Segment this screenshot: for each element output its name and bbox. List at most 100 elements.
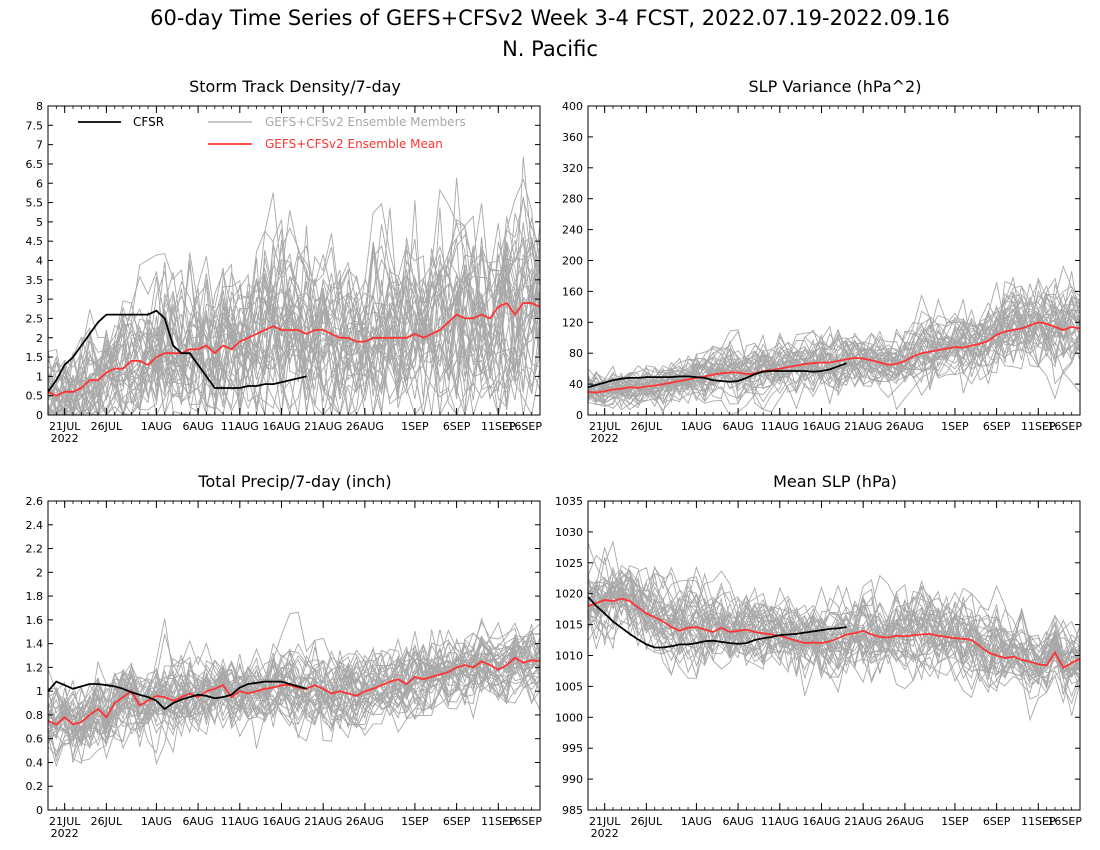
y-tick-label: 1025 [555, 557, 583, 570]
x-tick-label: 6AUG [723, 815, 754, 828]
legend-cfsr-label: CFSR [133, 115, 164, 129]
total-precip-panel: Total Precip/7-day (inch) 0 0.2 0.4 0.6 0.8 1… [26, 472, 543, 840]
y-tick-label: 1.8 [26, 590, 44, 603]
y-tick-label: 7 [36, 139, 43, 152]
x-year-label: 2022 [591, 432, 619, 445]
y-tick-label: 1010 [555, 650, 583, 663]
y-tick-label: 2 [36, 332, 43, 345]
x-tick-label: 6AUG [183, 815, 214, 828]
panel-title: SLP Variance (hPa^2) [749, 77, 922, 96]
x-tick-label: 11SEP [1021, 420, 1056, 433]
panel-title: Storm Track Density/7-day [189, 77, 401, 96]
ensemble-member-line [47, 236, 541, 416]
ensemble-member-line [587, 298, 1081, 403]
ensemble-member-line [47, 629, 541, 730]
x-tick-label: 6SEP [443, 815, 471, 828]
y-tick-label: 280 [562, 193, 583, 206]
ensemble-mean-line [587, 597, 1081, 670]
ensemble-member-line [587, 565, 1081, 694]
ensemble-member-lines [587, 264, 1081, 416]
y-tick-label: 0.8 [26, 709, 44, 722]
ensemble-member-line [47, 623, 541, 742]
y-tick-label: 400 [562, 100, 583, 113]
y-tick-label: 1.4 [26, 638, 44, 651]
ensemble-member-line [47, 634, 541, 746]
y-tick-label: 120 [562, 316, 583, 329]
ensemble-member-line [47, 643, 541, 768]
ensemble-member-line [587, 314, 1081, 407]
x-tick-label: 21JUL [589, 420, 621, 433]
y-tick-label: 2.5 [26, 312, 44, 325]
ensemble-member-line [587, 579, 1081, 683]
ensemble-member-line [587, 277, 1081, 403]
x-tick-label: 26JUL [91, 815, 123, 828]
x-tick-label: 26AUG [346, 420, 384, 433]
ensemble-member-line [48, 254, 541, 416]
ensemble-member-line [47, 188, 541, 417]
y-tick-label: 0 [576, 409, 583, 422]
ensemble-member-line [587, 264, 1081, 400]
x-tick-label: 16SEP [507, 420, 542, 433]
y-tick-label: 0.6 [26, 733, 44, 746]
y-tick-label: 1005 [555, 680, 583, 693]
x-tick-label: 1SEP [941, 815, 969, 828]
y-tick-label: 240 [562, 224, 583, 237]
x-tick-label: 26JUL [631, 420, 663, 433]
ensemble-member-line [587, 580, 1081, 691]
ensemble-member-line [587, 584, 1081, 690]
x-tick-label: 6AUG [723, 420, 754, 433]
x-tick-label: 1AUG [681, 420, 712, 433]
y-tick-label: 4.5 [26, 235, 44, 248]
ensemble-member-line [47, 228, 541, 416]
x-tick-label: 11SEP [481, 420, 516, 433]
ensemble-mean-line [587, 321, 1081, 394]
y-tick-label: 0 [36, 409, 43, 422]
x-tick-label: 21JUL [589, 815, 621, 828]
x-tick-label: 6AUG [183, 420, 214, 433]
x-tick-label: 1AUG [141, 815, 172, 828]
y-tick-label: 2.4 [26, 519, 44, 532]
figure-subtitle: N. Pacific [502, 37, 598, 61]
slp-variance-panel: SLP Variance (hPa^2) 0 40 80 120 160 200 240 28… [562, 77, 1082, 445]
y-tick-label: 1.6 [26, 614, 44, 627]
x-tick-label: 26AUG [886, 815, 924, 828]
x-tick-label: 6SEP [983, 420, 1011, 433]
x-tick-label: 11SEP [481, 815, 516, 828]
x-tick-label: 11AUG [221, 420, 259, 433]
y-tick-label: 360 [562, 131, 583, 144]
axes: 985 990 995 1000 1005 1010 1015 1020 1025 1030 103… [555, 495, 1082, 840]
ensemble-member-line [47, 639, 541, 747]
x-tick-label: 26JUL [91, 420, 123, 433]
y-tick-label: 995 [562, 742, 583, 755]
y-tick-label: 1035 [555, 495, 583, 508]
y-tick-label: 200 [562, 255, 583, 268]
ensemble-mean-line [47, 301, 541, 397]
ensemble-mean-line-group [47, 301, 541, 397]
legend-members-label: GEFS+CFSv2 Ensemble Members [265, 115, 466, 129]
x-tick-label: 11AUG [761, 815, 799, 828]
y-tick-label: 3 [36, 293, 43, 306]
y-tick-label: 985 [562, 804, 583, 817]
x-tick-label: 16SEP [1047, 815, 1082, 828]
ensemble-member-line [587, 580, 1081, 698]
x-tick-label: 16AUG [802, 815, 840, 828]
ensemble-member-line [47, 200, 541, 417]
x-tick-label: 16AUG [262, 420, 300, 433]
y-tick-label: 2.6 [26, 495, 44, 508]
ensemble-member-line [47, 248, 541, 417]
ensemble-member-line [587, 308, 1081, 402]
x-tick-label: 1SEP [941, 420, 969, 433]
x-tick-label: 16SEP [1047, 420, 1082, 433]
cfsr-line [47, 309, 307, 393]
ensemble-member-line [587, 589, 1081, 716]
axes: 0 0.2 0.4 0.6 0.8 1 1.2 1.4 1.6 1.8 2 2.2 2.4 2.6 21JU… [26, 495, 543, 840]
cfsr-line-group [47, 309, 307, 393]
y-tick-label: 1.2 [26, 661, 44, 674]
x-tick-label: 26JUL [631, 815, 663, 828]
x-tick-label: 11SEP [1021, 815, 1056, 828]
plot-frame [47, 500, 541, 811]
y-tick-label: 6.5 [26, 158, 44, 171]
ensemble-member-line [587, 579, 1081, 685]
ensemble-member-lines [587, 540, 1081, 722]
